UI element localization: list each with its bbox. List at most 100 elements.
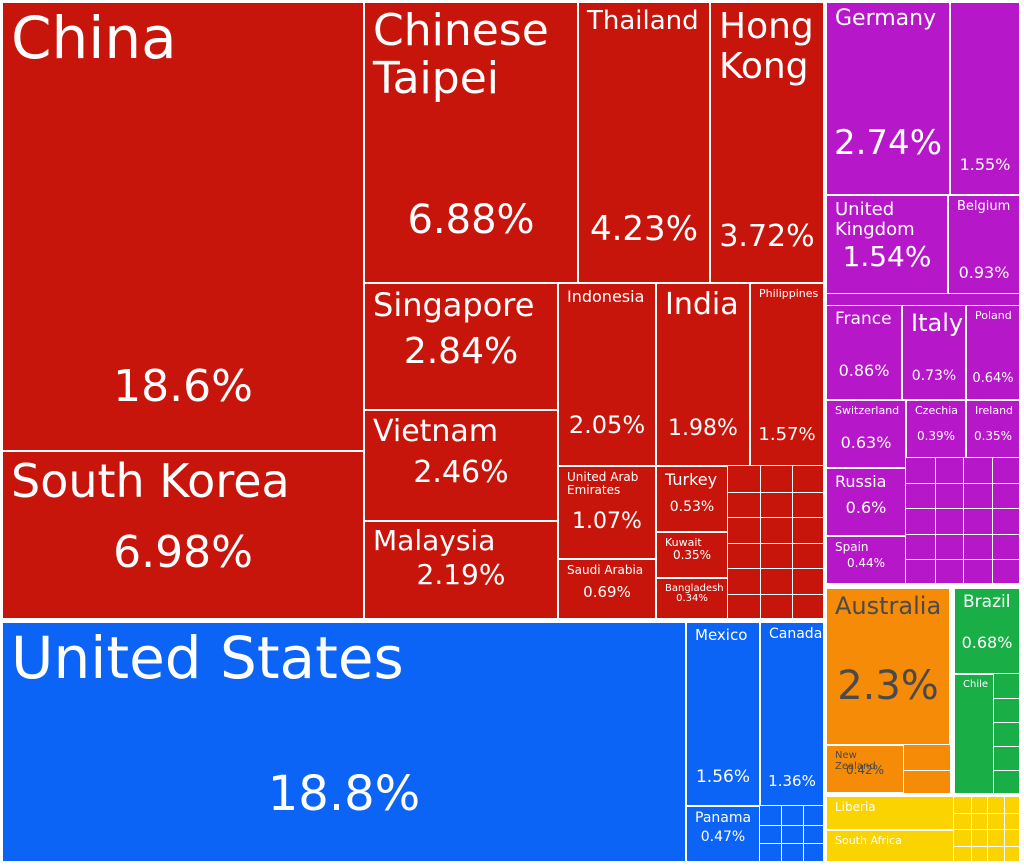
cell-value: 0.68% xyxy=(961,633,1013,653)
treemap-divider xyxy=(994,722,1020,723)
cell-name: Chinese Taipei xyxy=(373,5,549,105)
treemap-cell-indonesia: Indonesia 2.05% xyxy=(558,283,656,466)
cell-value: 2.46% xyxy=(413,455,509,490)
treemap-cell-bangladesh: Bangladesh 0.34% xyxy=(656,578,728,619)
cell-value: 4.23% xyxy=(589,208,698,249)
cell-value: 0.6% xyxy=(845,498,887,518)
cell-value: 2.19% xyxy=(416,558,506,592)
cell-name: India xyxy=(665,287,739,322)
cell-name: United Kingdom xyxy=(835,199,915,240)
treemap-divider xyxy=(954,813,1020,814)
cell-name: Poland xyxy=(975,309,1012,322)
treemap-cell-saudi-arabia: Saudi Arabia 0.69% xyxy=(558,559,656,619)
cell-value: 1.54% xyxy=(842,240,932,274)
cell-name: Saudi Arabia xyxy=(567,563,644,577)
treemap-divider xyxy=(803,806,804,862)
treemap-divider xyxy=(994,698,1020,699)
treemap-divider xyxy=(935,458,936,584)
cell-name: Russia xyxy=(835,472,887,491)
treemap-divider xyxy=(954,829,1020,830)
cell-name: Indonesia xyxy=(567,287,645,306)
cell-name: Panama xyxy=(695,810,752,826)
cell-value: 1.98% xyxy=(668,415,738,441)
cell-name: Turkey xyxy=(665,470,718,489)
treemap-cell-ireland: Ireland 0.35% xyxy=(966,400,1020,458)
treemap-cell-panama: Panama 0.47% xyxy=(686,806,760,862)
cell-value: 2.3% xyxy=(837,663,939,709)
treemap-divider xyxy=(728,568,824,569)
cell-name: South Korea xyxy=(11,454,290,508)
cell-value: 0.86% xyxy=(838,361,890,381)
treemap-cell-south-africa: South Africa xyxy=(826,830,954,862)
cell-value: 2.84% xyxy=(403,331,519,373)
treemap-cell-united-arab-emirates: United Arab Emirates 1.07% xyxy=(558,466,656,559)
cell-value: 1.36% xyxy=(768,772,816,790)
treemap-divider xyxy=(728,517,824,518)
cell-value: 0.64% xyxy=(972,371,1014,387)
cell-name: Philippines xyxy=(759,287,819,300)
treemap-cell-kuwait: Kuwait 0.35% xyxy=(656,532,728,578)
treemap-cell-vietnam: Vietnam 2.46% xyxy=(364,410,558,521)
cell-value: 3.72% xyxy=(719,219,815,254)
cell-name: Hong Kong xyxy=(719,6,814,87)
treemap-cell-chile: Chile xyxy=(954,674,994,794)
cell-name: Canada xyxy=(769,626,823,642)
treemap-cell-switzerland: Switzerland 0.63% xyxy=(826,400,906,468)
cell-name: New Zealand xyxy=(835,750,876,772)
treemap-cell-mexico: Mexico 1.56% xyxy=(686,622,760,806)
cell-value: 1.57% xyxy=(758,424,816,446)
treemap-divider xyxy=(904,770,952,771)
treemap-divider xyxy=(826,584,1024,588)
treemap-cell-united-states: United States 18.8% xyxy=(2,622,686,862)
treemap-cell-canada: Canada 1.36% xyxy=(760,622,824,806)
treemap-divider xyxy=(954,846,1020,847)
cell-value: 0.35% xyxy=(973,428,1013,443)
treemap-cell-chinese-taipei: Chinese Taipei 6.88% xyxy=(364,2,578,283)
treemap-divider xyxy=(728,492,824,493)
cell-value: 0.34% xyxy=(676,593,708,604)
treemap-cell-liberia: Liberia xyxy=(826,796,954,830)
treemap-divider xyxy=(992,458,993,584)
treemap-cell-thailand: Thailand 4.23% xyxy=(578,2,710,283)
cell-value: 0.63% xyxy=(840,433,892,453)
cell-name: Czechia xyxy=(915,404,959,417)
cell-name: Liberia xyxy=(835,800,876,814)
treemap-divider xyxy=(994,770,1020,771)
cell-name: Belgium xyxy=(957,199,1011,214)
treemap-cell-singapore: Singapore 2.84% xyxy=(364,283,558,410)
treemap-divider xyxy=(950,588,954,794)
treemap-cell-india: India 1.98% xyxy=(656,283,750,466)
treemap-cell-germany: Germany 2.74% xyxy=(826,2,950,195)
treemap-cell-russia: Russia 0.6% xyxy=(826,468,906,536)
treemap-cell-italy: Italy 0.73% xyxy=(902,305,966,400)
treemap-divider xyxy=(760,843,824,844)
cell-value: 0.53% xyxy=(669,498,715,515)
treemap-divider xyxy=(728,543,824,544)
treemap-divider xyxy=(792,466,793,619)
cell-name: Chile xyxy=(963,679,989,690)
cell-name: Vietnam xyxy=(373,414,499,449)
treemap-cell-france: France 0.86% xyxy=(826,305,902,400)
cell-name: United Arab Emirates xyxy=(567,470,639,498)
treemap-cell-brazil: Brazil 0.68% xyxy=(954,588,1020,674)
treemap-cell-australia: Australia 2.3% xyxy=(826,588,950,745)
treemap-divider xyxy=(781,806,782,862)
cell-value: 1.07% xyxy=(572,508,642,534)
treemap-divider xyxy=(824,0,827,866)
treemap-divider xyxy=(728,594,824,595)
cell-value: 0.73% xyxy=(911,367,957,384)
treemap-cell-czechia: Czechia 0.39% xyxy=(906,400,966,458)
cell-name: Thailand xyxy=(587,6,699,36)
cell-name: Italy xyxy=(911,309,964,337)
treemap-cell-philippines: Philippines 1.57% xyxy=(750,283,824,466)
treemap-divider xyxy=(906,483,1020,484)
treemap-cell-poland: Poland 0.64% xyxy=(966,305,1020,400)
cell-name: Malaysia xyxy=(373,524,496,557)
cell-value: 0.47% xyxy=(700,828,746,845)
cell-value: 18.8% xyxy=(267,766,421,823)
cell-name: Germany xyxy=(835,6,937,31)
treemap-divider xyxy=(906,534,1020,535)
cell-name: Brazil xyxy=(963,592,1011,612)
treemap-cell-belgium: Belgium 0.93% xyxy=(948,195,1020,294)
